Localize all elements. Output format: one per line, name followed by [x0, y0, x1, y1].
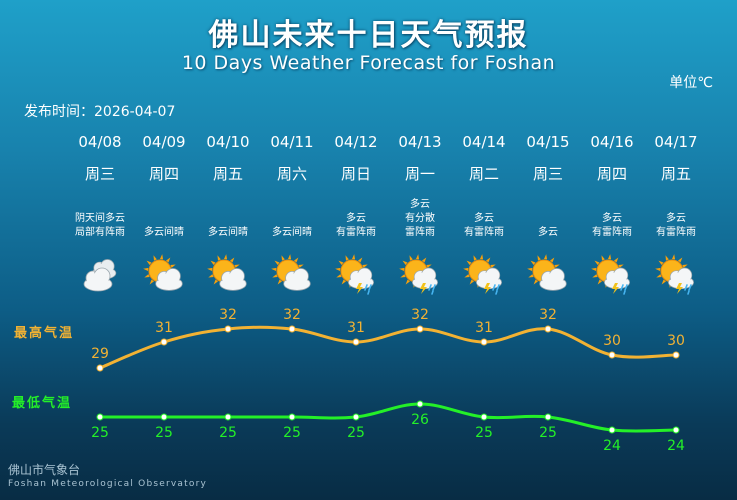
high-temp-value-label: 30 — [667, 333, 685, 349]
high-temp-value-label: 32 — [283, 307, 301, 323]
high-temp-point — [544, 325, 552, 333]
high-temp-value-label: 32 — [411, 307, 429, 323]
high-temp-label: 最高气温 — [14, 326, 75, 341]
low-temp-value-label: 25 — [283, 425, 301, 441]
low-temp-point — [608, 426, 616, 434]
high-temp-point — [96, 364, 104, 372]
high-temp-point — [608, 351, 616, 359]
high-temp-value-label: 31 — [347, 320, 365, 336]
low-temp-point — [544, 413, 552, 421]
low-temp-line — [99, 402, 677, 433]
low-temp-label: 最低气温 — [12, 396, 73, 411]
high-temp-value-label: 29 — [91, 346, 109, 362]
high-temp-value-label: 30 — [603, 333, 621, 349]
high-temp-point — [288, 325, 296, 333]
low-temp-point — [160, 413, 168, 421]
high-temp-value-label: 31 — [475, 320, 493, 336]
high-temp-point — [672, 351, 680, 359]
high-temp-point — [160, 338, 168, 346]
low-temp-value-label: 25 — [219, 425, 237, 441]
low-temp-value-label: 25 — [539, 425, 557, 441]
low-temp-point — [288, 413, 296, 421]
page-title: 佛山未来十日天气预报 — [208, 18, 529, 53]
high-temp-value-label: 32 — [219, 307, 237, 323]
high-temp-point — [224, 325, 232, 333]
low-temp-value-label: 25 — [91, 425, 109, 441]
high-temp-value-label: 31 — [155, 320, 173, 336]
unit-label: 单位℃ — [669, 75, 713, 91]
low-temp-point — [672, 426, 680, 434]
high-temp-point — [416, 325, 424, 333]
high-temp-line — [99, 325, 677, 370]
low-temp-value-label: 24 — [603, 438, 621, 454]
publish-time: 发布时间：2026-04-07 — [24, 104, 176, 120]
observatory-name-en: Foshan Meteorological Observatory — [8, 479, 207, 489]
low-temp-value-label: 25 — [347, 425, 365, 441]
low-temp-point — [416, 400, 424, 408]
high-temp-point — [352, 338, 360, 346]
low-temp-point — [352, 413, 360, 421]
low-temp-value-label: 25 — [155, 425, 173, 441]
high-temp-value-label: 32 — [539, 307, 557, 323]
low-temp-point — [96, 413, 104, 421]
low-temp-point — [224, 413, 232, 421]
high-temp-point — [480, 338, 488, 346]
low-temp-value-label: 24 — [667, 438, 685, 454]
low-temp-value-label: 25 — [475, 425, 493, 441]
page-subtitle: 10 Days Weather Forecast for Foshan — [181, 52, 556, 74]
low-temp-point — [480, 413, 488, 421]
low-temp-value-label: 26 — [411, 412, 429, 428]
observatory-name: 佛山市气象台 — [8, 463, 81, 477]
